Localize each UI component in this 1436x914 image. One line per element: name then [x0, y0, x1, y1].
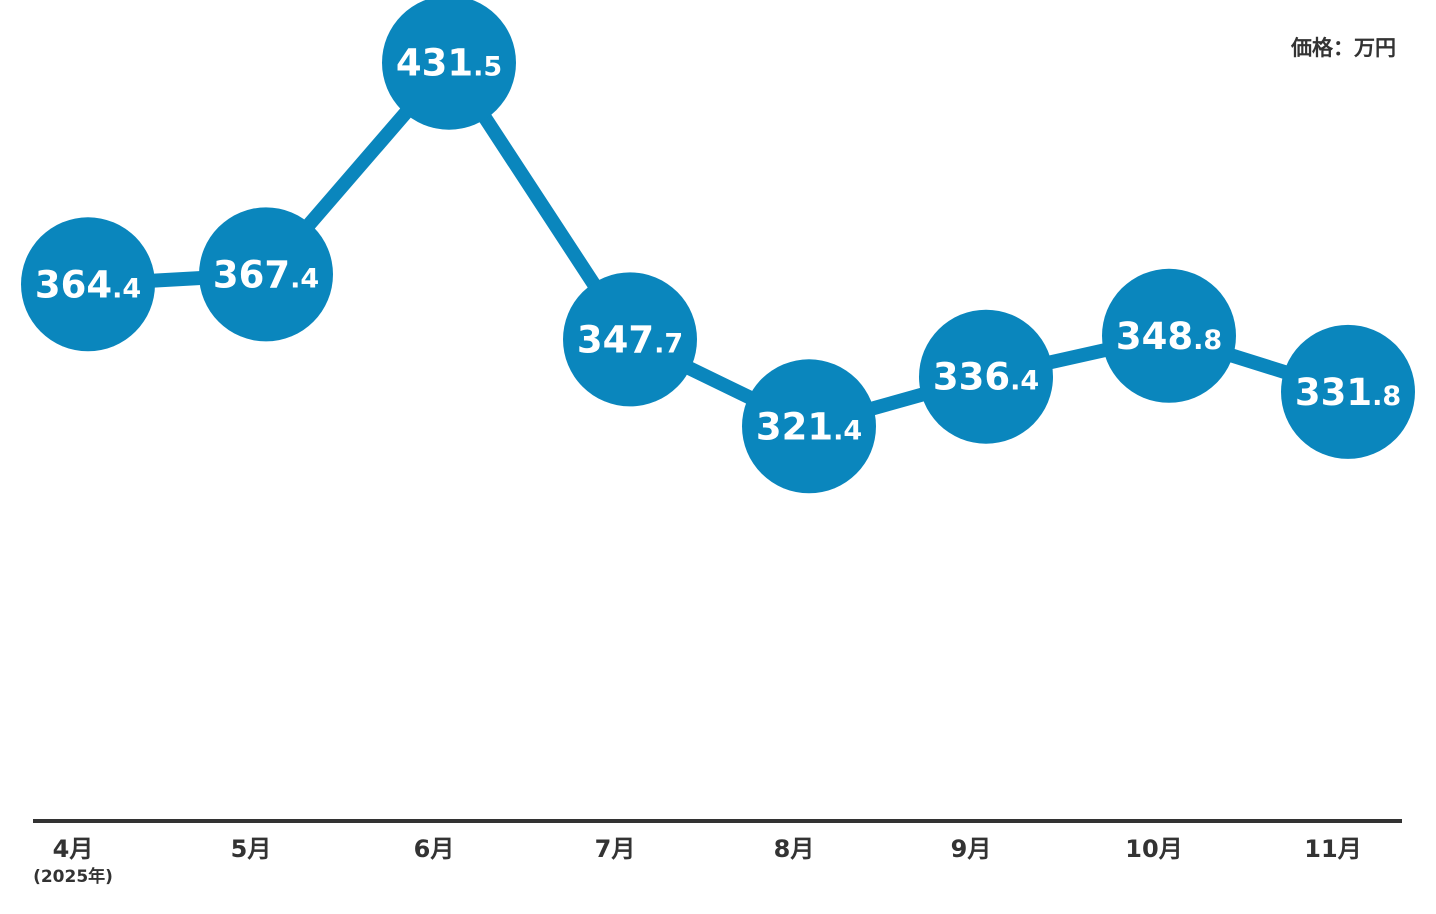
x-tick-label: 11月 [1304, 835, 1361, 863]
data-label: 347.7 [577, 318, 683, 361]
data-point [199, 207, 333, 342]
data-label: 348.8 [1116, 315, 1222, 358]
data-point [21, 217, 155, 352]
x-tick-year-note: (2025年) [33, 866, 113, 887]
x-tick-label: 7月 [595, 835, 636, 863]
x-tick-label: 9月 [951, 835, 992, 863]
data-label: 431.5 [396, 42, 502, 85]
data-point [563, 272, 697, 407]
x-tick-label: 4月 [53, 835, 94, 863]
x-tick-label: 5月 [231, 835, 272, 863]
data-label: 367.4 [213, 253, 319, 296]
x-tick-label: 10月 [1125, 835, 1182, 863]
x-tick-label: 6月 [414, 835, 455, 863]
x-tick-label: 8月 [774, 835, 815, 863]
data-point [742, 359, 876, 494]
data-label: 336.4 [933, 356, 1039, 399]
data-point [1281, 324, 1415, 459]
data-label: 364.4 [35, 263, 141, 306]
unit-label: 価格：万円 [1291, 36, 1396, 60]
data-points: 364.4 367.4 431.5 347.7 321.4 336.4 348.8 331.8 [21, 0, 1415, 494]
data-label: 331.8 [1295, 371, 1401, 414]
data-point [1102, 268, 1236, 403]
data-label: 321.4 [756, 405, 862, 448]
x-axis: 4月 5月 6月 7月 8月 9月 10月 11月 (2025年) [33, 819, 1402, 887]
data-point [919, 309, 1053, 444]
data-point [382, 0, 516, 130]
